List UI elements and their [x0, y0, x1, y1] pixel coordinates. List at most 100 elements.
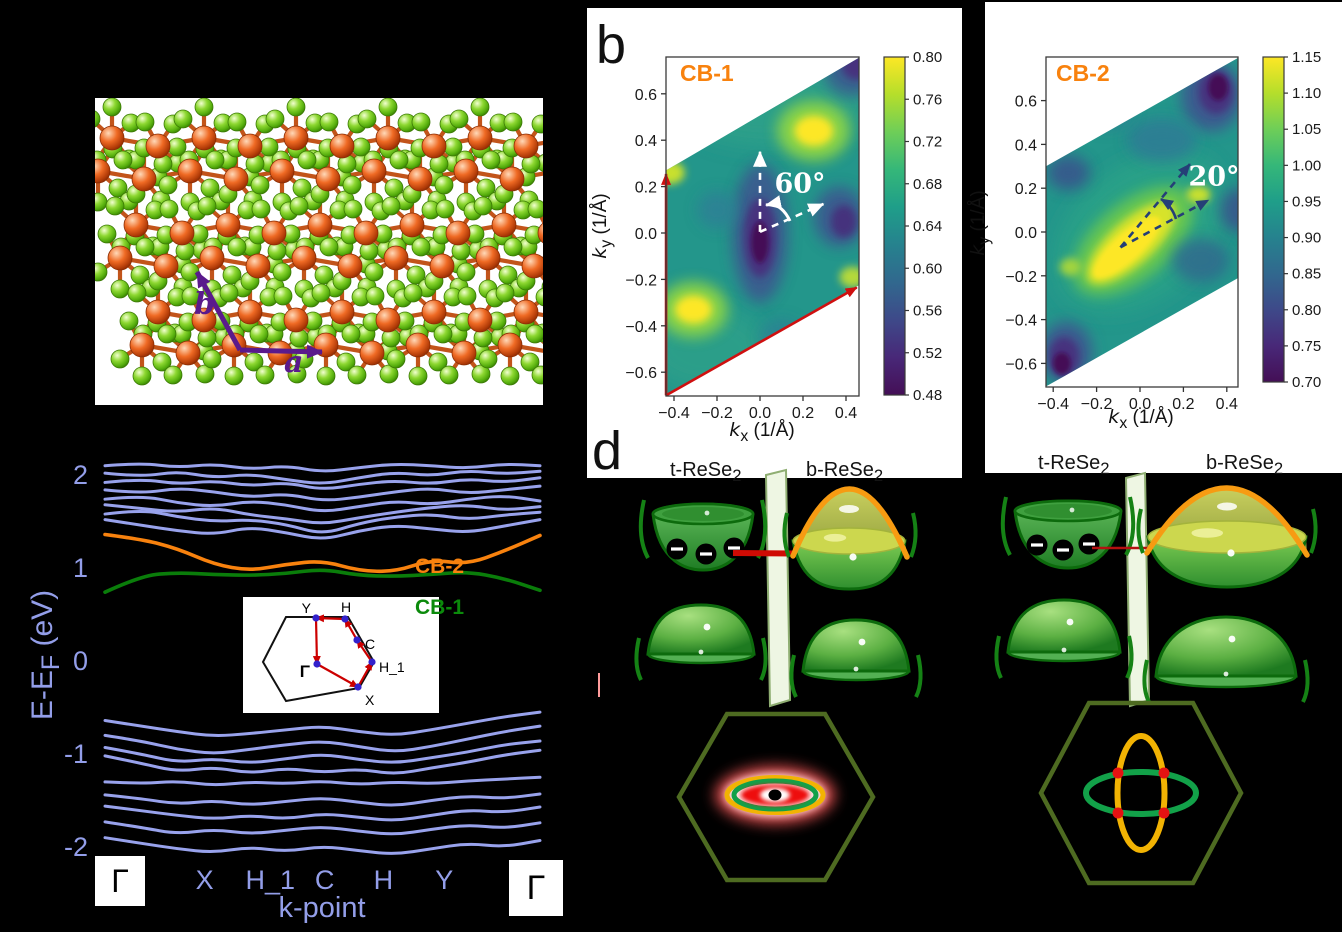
colorbar-tick-label: 0.56 — [913, 303, 942, 320]
contour-blob — [1059, 258, 1082, 276]
band-line — [103, 724, 542, 755]
re-atom — [269, 158, 295, 184]
band-ytick-label: 2 — [73, 460, 88, 490]
se-atom — [173, 109, 193, 129]
contour-blob — [1172, 238, 1229, 283]
dome-side-arc — [914, 654, 923, 698]
se-atom — [351, 137, 371, 157]
y-tick-label: −0.6 — [1005, 356, 1037, 373]
re-atom — [307, 212, 333, 238]
dome-base-highlight — [853, 666, 859, 672]
se-atom — [292, 178, 312, 198]
se-atom — [132, 366, 152, 386]
se-atom — [411, 112, 431, 132]
se-atom — [250, 175, 270, 195]
re-atom — [467, 125, 493, 151]
se-atom — [200, 178, 220, 198]
y-tick-label: −0.4 — [1005, 313, 1037, 330]
se-atom — [500, 366, 520, 386]
re-atom — [123, 212, 149, 238]
se-atom — [495, 283, 515, 303]
band-line — [103, 568, 542, 594]
rim-highlight — [704, 510, 710, 516]
angle-arc — [1160, 197, 1178, 220]
se-atom — [259, 137, 279, 157]
se-atom — [341, 324, 361, 344]
se-atom — [411, 237, 431, 257]
band-ytick-label: 0 — [73, 646, 88, 676]
contour-blob — [1208, 74, 1228, 101]
se-atom — [289, 196, 309, 216]
se-atom — [110, 349, 130, 369]
se-atom — [343, 199, 363, 219]
bond — [550, 233, 570, 250]
valence-dome — [646, 603, 756, 656]
se-atom — [108, 178, 128, 198]
dome-side-arc — [634, 637, 643, 681]
re-atom — [429, 253, 455, 279]
angle-arc — [765, 195, 792, 222]
re-atom — [475, 245, 501, 271]
re-atom — [361, 158, 387, 184]
kpath-arrow — [357, 661, 373, 688]
re-atom — [223, 166, 249, 192]
se-atom — [535, 287, 543, 307]
se-atom — [135, 112, 155, 132]
cb2-orange-cap — [1144, 485, 1310, 558]
re-atom — [129, 332, 155, 358]
reciprocal-vector-arrow — [665, 286, 858, 397]
se-atom — [76, 138, 94, 156]
angle-arrow — [1119, 199, 1210, 249]
re-atom — [375, 307, 401, 333]
band-xtick-label: Y — [435, 865, 453, 895]
brillouin-zone-inset: Y H CH_1 X Γ — [243, 597, 439, 713]
ring-intersection-dot — [1112, 767, 1124, 779]
x-tick-label: 0.2 — [1172, 396, 1194, 413]
se-atom — [249, 324, 269, 344]
contour-blob — [1046, 155, 1091, 191]
se-atom — [435, 199, 455, 219]
bowl-rim-inner — [662, 507, 744, 521]
y-tick-label: 0.2 — [635, 180, 657, 197]
band-line — [103, 710, 542, 737]
re-atom — [544, 341, 568, 365]
colorbar-tick-label: 0.76 — [913, 91, 942, 108]
kpoint-dot — [368, 658, 376, 666]
se-atom — [357, 109, 377, 129]
lens-highlight — [849, 553, 857, 561]
kpath-arrow — [312, 617, 321, 665]
se-atom — [403, 283, 423, 303]
dome-highlight — [1228, 635, 1236, 643]
re-atom — [131, 166, 157, 192]
heatmap-CB-2: −0.4 −0.2 0.0 0.2 0.4 0.6 0.4 0.2 0.0 −0.2 −0.4 −0.… — [1005, 49, 1321, 413]
charge-transfer-schematic — [634, 468, 1318, 886]
se-atom — [244, 352, 264, 372]
re-atom — [283, 307, 309, 333]
colorbar-tick-label: 1.10 — [1292, 85, 1321, 102]
band-ytick-label: -1 — [64, 739, 88, 769]
contour-blob — [794, 115, 834, 146]
re-atom — [245, 253, 271, 279]
fermi-ring-green — [1083, 769, 1199, 817]
re-atom — [497, 332, 523, 358]
se-atom — [470, 98, 490, 117]
lattice-vector-b — [194, 270, 243, 352]
cb2-orange-cap — [790, 486, 910, 560]
colorbar-tick-label: 1.00 — [1292, 157, 1321, 174]
se-atom — [227, 112, 247, 132]
se-atom — [503, 112, 523, 132]
x-tick-label: 0.4 — [1216, 396, 1238, 413]
se-atom — [222, 265, 242, 285]
re-atom — [445, 220, 471, 246]
contour-blob — [697, 191, 737, 229]
kpoint-label: H — [341, 599, 351, 615]
re-atom — [359, 340, 385, 366]
band-structure-plot: 210-1-2X H_1 C H Y — [64, 460, 600, 895]
y-tick-label: 0.6 — [1015, 94, 1037, 111]
re-atom — [315, 166, 341, 192]
se-atom — [272, 262, 292, 282]
se-atom — [384, 178, 404, 198]
re-atom — [421, 299, 447, 325]
colorbar-tick-label: 0.48 — [913, 387, 942, 404]
dome-highlight — [703, 623, 711, 631]
